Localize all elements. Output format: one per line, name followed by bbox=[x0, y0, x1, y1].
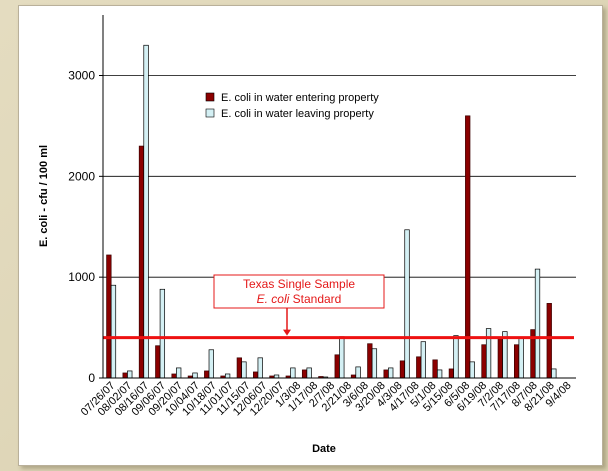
bar-leaving bbox=[127, 370, 133, 379]
bar-leaving bbox=[208, 349, 214, 379]
y-tick-label: 2000 bbox=[68, 169, 95, 183]
bar-entering bbox=[497, 337, 503, 379]
bar-leaving bbox=[110, 284, 117, 379]
bar-leaving bbox=[420, 341, 426, 379]
standard-annotation: Texas Single Sample E. coli Standard bbox=[213, 274, 385, 336]
bar-leaving bbox=[469, 361, 475, 379]
bar-leaving bbox=[159, 288, 166, 379]
legend-swatch-entering bbox=[205, 92, 215, 102]
bar-entering bbox=[204, 370, 210, 379]
bar-entering bbox=[399, 360, 406, 379]
bar-chart: 0 1000 2000 3000 07/26/0708/02/0708/16/0709… bbox=[38, 15, 576, 455]
legend-label-entering: E. coli in water entering property bbox=[221, 92, 379, 104]
bar-leaving bbox=[551, 368, 557, 379]
y-axis-title: E. coli - cfu / 100 ml bbox=[38, 145, 50, 247]
bar-leaving bbox=[241, 361, 247, 379]
legend-label-leaving: E. coli in water leaving property bbox=[221, 108, 374, 120]
annotation-arrowhead bbox=[283, 329, 291, 336]
bar-entering bbox=[301, 369, 308, 379]
bar-entering bbox=[546, 303, 552, 379]
bar-leaving bbox=[371, 348, 378, 379]
bar-leaving bbox=[339, 336, 345, 379]
bar-leaving bbox=[388, 367, 394, 379]
bar-entering bbox=[138, 145, 145, 379]
bar-leaving bbox=[485, 328, 492, 379]
bar-leaving bbox=[306, 367, 312, 379]
bar-entering bbox=[253, 371, 259, 379]
bar-entering bbox=[122, 372, 128, 379]
y-tick-label: 3000 bbox=[68, 69, 95, 83]
y-tick-label: 0 bbox=[88, 371, 95, 385]
bar-leaving bbox=[518, 337, 524, 379]
y-tick-label: 1000 bbox=[68, 270, 95, 284]
legend-swatch-leaving bbox=[205, 108, 215, 118]
x-tick-labels: 07/26/0708/02/0708/16/0709/06/0709/20/07… bbox=[79, 380, 574, 419]
bar-entering bbox=[236, 357, 242, 379]
legend: E. coli in water entering property E. co… bbox=[205, 92, 379, 120]
x-axis-title: Date bbox=[312, 443, 336, 455]
axes bbox=[99, 15, 576, 379]
bar-entering bbox=[334, 354, 340, 379]
bar-entering bbox=[514, 344, 520, 379]
annotation-box bbox=[213, 274, 385, 309]
bar-leaving bbox=[534, 268, 541, 379]
bar-leaving bbox=[290, 367, 296, 379]
bar-leaving bbox=[257, 357, 263, 379]
y-tick-labels: 0 1000 2000 3000 bbox=[68, 69, 95, 386]
bar-entering bbox=[155, 345, 161, 379]
chart-card: 0 1000 2000 3000 07/26/07 08/02/07 08/16/07 09… bbox=[18, 5, 603, 466]
bar-entering bbox=[448, 368, 455, 379]
plot-area bbox=[103, 15, 576, 378]
bar-leaving bbox=[437, 369, 443, 379]
bar-entering bbox=[171, 373, 177, 379]
annotation-line-2: E. coli Standard bbox=[257, 292, 342, 306]
annotation-italic: E. coli bbox=[257, 292, 290, 306]
bar-leaving bbox=[192, 372, 198, 379]
annotation-line-1: Texas Single Sample bbox=[243, 277, 355, 291]
annotation-rest: Standard bbox=[289, 292, 341, 306]
bar-entering bbox=[481, 344, 487, 379]
bar-entering bbox=[106, 254, 112, 379]
bar-leaving bbox=[355, 366, 361, 379]
bar-leaving bbox=[176, 367, 182, 379]
bar-leaving bbox=[224, 373, 231, 379]
bar-entering bbox=[383, 369, 389, 379]
bar-entering bbox=[432, 359, 438, 379]
bar-entering bbox=[367, 343, 373, 379]
bar-leaving bbox=[404, 229, 410, 379]
bar-leaving bbox=[453, 335, 459, 379]
bar-leaving bbox=[143, 44, 149, 379]
bar-entering bbox=[416, 356, 422, 379]
